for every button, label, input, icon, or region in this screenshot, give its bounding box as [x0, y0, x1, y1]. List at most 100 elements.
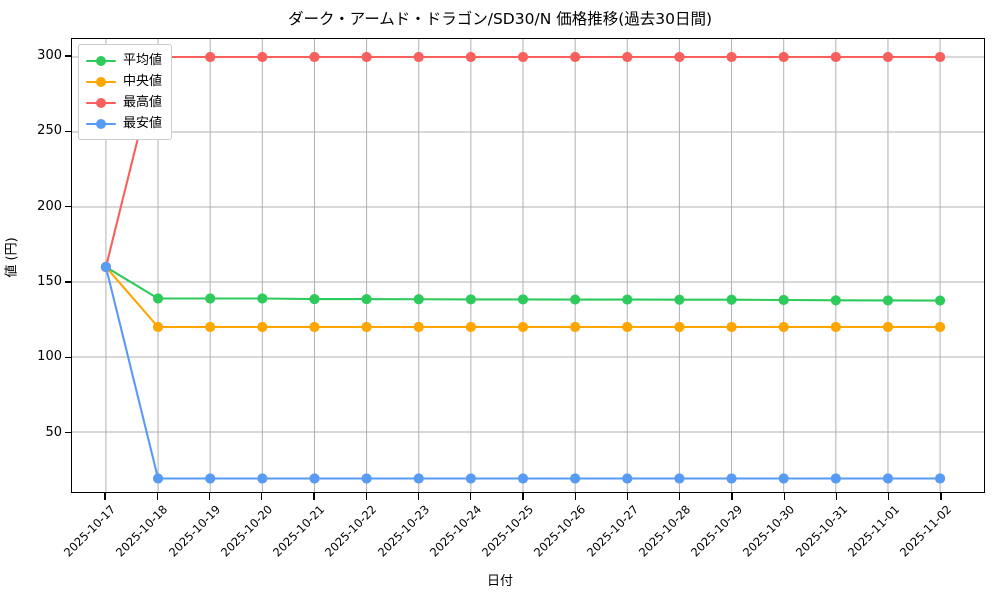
data-point — [726, 51, 737, 63]
data-point — [205, 321, 216, 333]
data-point — [935, 321, 946, 333]
y-tick-label: 250 — [37, 123, 62, 139]
data-point — [413, 51, 424, 63]
data-point — [882, 51, 894, 63]
data-point — [361, 51, 372, 63]
x-tick-mark — [208, 493, 211, 500]
data-point — [361, 294, 372, 305]
data-point — [778, 321, 789, 333]
data-point — [830, 51, 841, 63]
data-point — [205, 293, 216, 304]
chart-title: ダーク・アームド・ドラゴン/SD30/N 価格推移(過去30日間) — [287, 10, 713, 28]
data-point — [622, 321, 633, 333]
data-point — [622, 51, 633, 63]
data-point — [882, 321, 894, 333]
data-point — [570, 51, 581, 63]
data-point — [778, 294, 789, 306]
data-point — [830, 321, 841, 333]
data-point — [882, 473, 894, 484]
data-point — [570, 473, 581, 484]
data-point — [935, 295, 946, 306]
x-tick-mark — [365, 493, 367, 500]
data-point — [465, 321, 476, 333]
data-point — [309, 473, 320, 484]
data-point — [882, 295, 894, 306]
legend-swatch-icon — [86, 117, 116, 131]
data-point — [152, 293, 164, 304]
x-tick-mark — [156, 493, 158, 500]
x-tick-mark — [104, 493, 106, 500]
chart-legend: 平均値中央値最高値最安値 — [78, 44, 173, 140]
y-tick-label: 300 — [37, 48, 62, 64]
x-axis-label: 日付 — [486, 574, 513, 589]
data-point — [674, 321, 685, 333]
data-point — [778, 473, 789, 484]
legend-swatch-icon — [86, 54, 116, 68]
data-point — [100, 261, 112, 273]
data-point — [413, 294, 424, 305]
data-point — [570, 294, 581, 305]
x-tick-mark — [574, 493, 576, 500]
data-point — [361, 473, 372, 484]
data-point — [257, 473, 268, 484]
data-point — [309, 294, 320, 305]
data-point — [517, 321, 529, 333]
data-point — [622, 473, 633, 484]
data-point — [674, 473, 685, 484]
y-tick-mark — [64, 206, 71, 208]
y-tick-label: 150 — [37, 274, 62, 290]
data-point — [257, 293, 268, 304]
legend-label: 最安値 — [123, 115, 163, 131]
data-point — [257, 321, 268, 333]
x-tick-mark — [940, 493, 942, 500]
data-point — [309, 321, 320, 333]
x-tick-mark — [731, 493, 733, 500]
data-point — [726, 321, 737, 333]
legend-label: 平均値 — [123, 52, 163, 68]
data-point — [935, 473, 946, 484]
data-point — [935, 51, 946, 63]
x-tick-mark — [835, 493, 838, 500]
y-tick-label: 50 — [45, 424, 62, 440]
y-tick-labels: 50 100 150 200 250 300 — [0, 0, 62, 600]
data-point — [622, 294, 633, 305]
legend-item-2[interactable]: 最高値 — [86, 92, 162, 113]
series-line-2 — [104, 55, 942, 269]
y-tick-mark — [64, 432, 71, 434]
y-tick-label: 100 — [37, 349, 62, 365]
series-lines — [100, 51, 946, 484]
data-point — [205, 473, 216, 484]
data-point — [465, 51, 476, 63]
legend-item-3[interactable]: 最安値 — [86, 113, 162, 134]
data-point — [361, 321, 372, 333]
data-point — [465, 473, 476, 484]
data-point — [152, 473, 164, 484]
data-point — [517, 51, 529, 63]
data-point — [413, 321, 424, 333]
data-point — [726, 473, 737, 484]
data-point — [413, 473, 424, 484]
x-tick-mark — [417, 493, 420, 500]
data-point — [517, 473, 529, 484]
x-tick-mark — [679, 493, 681, 500]
y-tick-mark — [64, 130, 71, 133]
y-tick-mark — [64, 356, 71, 359]
x-tick-mark — [783, 493, 785, 500]
data-point — [152, 321, 164, 333]
data-point — [257, 51, 268, 63]
y-tick-mark — [64, 55, 71, 57]
y-tick-label: 200 — [37, 198, 62, 214]
data-point — [830, 473, 841, 484]
x-tick-mark — [522, 493, 524, 500]
legend-label: 中央値 — [123, 73, 163, 89]
data-point — [309, 51, 320, 63]
plot-area — [71, 38, 985, 493]
y-tick-mark — [64, 281, 71, 283]
data-point — [570, 321, 581, 333]
legend-item-0[interactable]: 平均値 — [86, 50, 162, 71]
data-point — [830, 295, 841, 306]
data-point — [517, 294, 529, 305]
legend-item-1[interactable]: 中央値 — [86, 71, 162, 92]
data-point — [205, 51, 216, 63]
